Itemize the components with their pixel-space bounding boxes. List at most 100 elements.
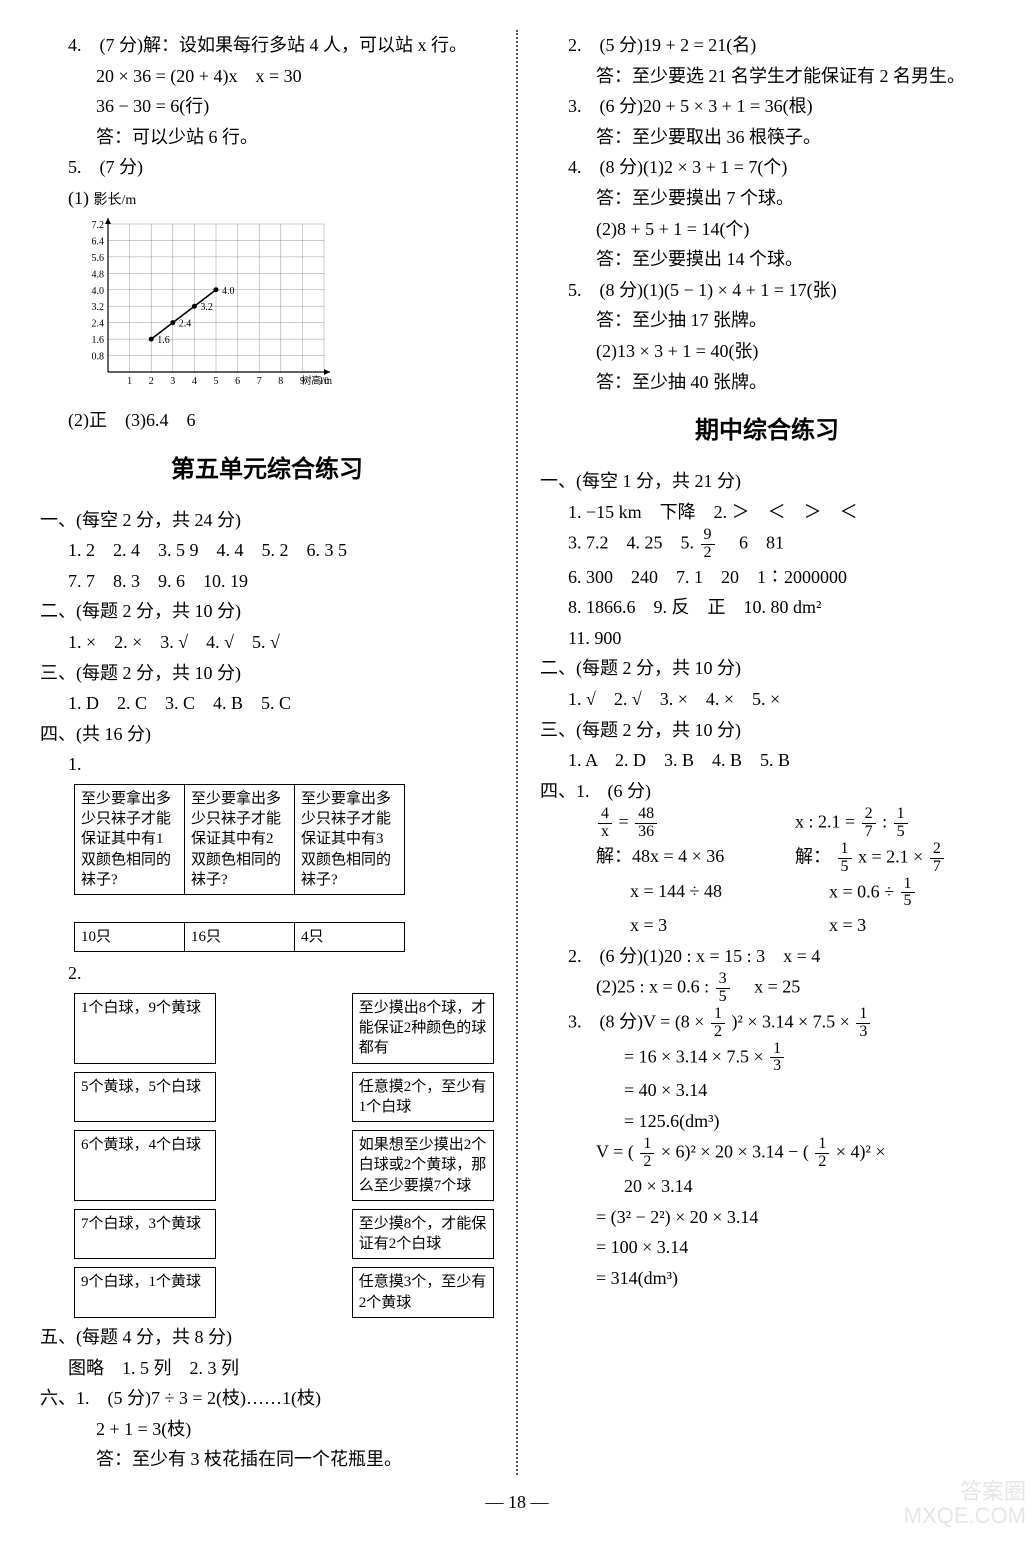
svg-text:2.4: 2.4 [92, 318, 105, 329]
line-chart: 0.81.62.43.24.04.85.66.47.212345678910树高… [74, 218, 494, 402]
m4-eq-row3: x = 144 ÷ 48 x = 0.6 ÷ 15 [540, 876, 994, 911]
m4-p3-l5: V = ( 12 × 6)² × 20 × 3.14 − ( 12 × 4)² … [540, 1136, 994, 1171]
svg-text:1.6: 1.6 [92, 335, 105, 346]
m4-p3-head: 3. (8 分)V = (8 × 12 )² × 3.14 × 7.5 × 13 [540, 1006, 994, 1041]
r-q3-head: 3. (6 分)20 + 5 × 3 + 1 = 36(根) [540, 91, 994, 122]
svg-text:1: 1 [127, 376, 132, 387]
svg-text:5: 5 [214, 376, 219, 387]
table-row [75, 1259, 494, 1268]
m4-eqB: x : 2.1 = 27 : 15 [795, 806, 994, 841]
fraction: 92 [701, 527, 715, 562]
m4-head: 四、1. (6 分) [540, 776, 994, 807]
sec4-q1: 1. [40, 749, 494, 780]
m4-sB3: x = 3 [795, 910, 994, 941]
table-row: 6个黄球，4个白球 如果想至少摸出2个白球或2个黄球，那么至少要摸7个球 [75, 1131, 494, 1201]
q2-L3: 6个黄球，4个白球 [75, 1131, 216, 1201]
m4-sB1: 解： 15 x = 2.1 × 27 [795, 841, 994, 876]
r-q4-l3: 答：至少要摸出 14 个球。 [540, 244, 994, 275]
sec1-l1: 1. 2 2. 4 3. 5 9 4. 4 5. 2 6. 3 5 [40, 535, 494, 566]
unit5-title: 第五单元综合练习 [40, 450, 494, 491]
sec1-l2: 7. 7 8. 3 9. 6 10. 19 [40, 566, 494, 597]
m4-p3-l8: = 100 × 3.14 [540, 1232, 994, 1263]
m4-p3-l4: = 125.6(dm³) [540, 1106, 994, 1137]
m1-head: 一、(每空 1 分，共 21 分) [540, 466, 994, 497]
fraction: 35 [716, 971, 730, 1006]
fraction: 27 [930, 841, 944, 876]
left-column: 4. (7 分)解：设如果每行多站 4 人，可以站 x 行。 20 × 36 =… [40, 30, 494, 1475]
fraction: 15 [894, 806, 908, 841]
chart-svg: 0.81.62.43.24.04.85.66.47.212345678910树高… [74, 218, 334, 392]
table-row [75, 1122, 494, 1131]
chart-ylabel: 影长/m [94, 193, 137, 208]
sec2-head: 二、(每题 2 分，共 10 分) [40, 596, 494, 627]
svg-text:3.2: 3.2 [200, 302, 213, 313]
q5-sub1: (1) 影长/m [40, 183, 494, 214]
q2-R4: 至少摸8个，才能保证有2个白球 [352, 1209, 493, 1259]
fraction: 13 [770, 1041, 784, 1076]
right-column: 2. (5 分)19 + 2 = 21(名) 答：至少要选 21 名学生才能保证… [540, 30, 994, 1475]
q2-L1: 1个白球，9个黄球 [75, 993, 216, 1063]
m1-l3-pre: 3. 7.2 4. 25 5. [568, 533, 699, 553]
m1-l3: 3. 7.2 4. 25 5. 92 6 81 [540, 527, 994, 562]
q2-R1: 至少摸出8个球，才能保证2种颜色的球都有 [352, 993, 493, 1063]
svg-text:1.6: 1.6 [157, 335, 170, 346]
q4-line2: 20 × 36 = (20 + 4)x x = 30 [40, 61, 494, 92]
sec2-l1: 1. × 2. × 3. √ 4. √ 5. √ [40, 627, 494, 658]
q2-matching-table: 1个白球，9个黄球至少摸出8个球，才能保证2种颜色的球都有 5个黄球，5个白球任… [74, 993, 494, 1318]
svg-text:4.0: 4.0 [92, 285, 105, 296]
m4-sA2: x = 144 ÷ 48 [596, 876, 795, 911]
two-column-layout: 4. (7 分)解：设如果每行多站 4 人，可以站 x 行。 20 × 36 =… [40, 30, 994, 1475]
fraction: 15 [838, 841, 852, 876]
q1-a1: 10只 [75, 923, 185, 952]
m1-l5: 8. 1866.6 9. 反 正 10. 80 dm² [540, 592, 994, 623]
svg-text:0.8: 0.8 [92, 351, 105, 362]
q2-L4: 7个白球，3个黄球 [75, 1209, 216, 1259]
m4-eqA: 4x = 4836 [596, 806, 795, 841]
table-row: 7个白球，3个黄球 至少摸8个，才能保证有2个白球 [75, 1209, 494, 1259]
q2-R3: 如果想至少摸出2个白球或2个黄球，那么至少要摸7个球 [352, 1131, 493, 1201]
q1-h1: 至少要拿出多少只袜子才能保证其中有1双颜色相同的袜子? [75, 784, 185, 894]
fraction: 4836 [635, 806, 657, 841]
svg-text:5.6: 5.6 [92, 252, 105, 263]
q1-matching-table: 至少要拿出多少只袜子才能保证其中有1双颜色相同的袜子? 至少要拿出多少只袜子才能… [74, 784, 405, 953]
midterm-title: 期中综合练习 [540, 411, 994, 452]
sec4-head: 四、(共 16 分) [40, 719, 494, 750]
r-q4-l1: 答：至少要摸出 7 个球。 [540, 183, 994, 214]
m4-sA3: x = 3 [596, 910, 795, 941]
q2-L2: 5个黄球，5个白球 [75, 1072, 216, 1122]
q5-sub1-label: (1) [68, 188, 89, 208]
table-row: 5个黄球，5个白球 任意摸2个，至少有1个白球 [75, 1072, 494, 1122]
m4-p3-l2: = 16 × 3.14 × 7.5 × 13 [540, 1041, 994, 1076]
m4-p3-l3: = 40 × 3.14 [540, 1075, 994, 1106]
q1-a3: 4只 [295, 923, 405, 952]
page-footer: — 18 — [40, 1487, 994, 1518]
fraction: 4x [598, 806, 612, 841]
sec5-l1: 图略 1. 5 列 2. 3 列 [40, 1353, 494, 1384]
table-row: 至少要拿出多少只袜子才能保证其中有1双颜色相同的袜子? 至少要拿出多少只袜子才能… [75, 784, 405, 894]
m4-p2-head: 2. (6 分)(1)20 : x = 15 : 3 x = 4 [540, 941, 994, 972]
fraction: 15 [901, 876, 915, 911]
svg-text:4.0: 4.0 [222, 285, 235, 296]
svg-text:2: 2 [149, 376, 154, 387]
table-row [75, 895, 405, 923]
m4-eq-row4: x = 3 x = 3 [540, 910, 994, 941]
sec1-head: 一、(每空 2 分，共 24 分) [40, 505, 494, 536]
m4-p3-l9: = 314(dm³) [540, 1263, 994, 1294]
q4-line1: 4. (7 分)解：设如果每行多站 4 人，可以站 x 行。 [40, 30, 494, 61]
q1-a2: 16只 [185, 923, 295, 952]
table-row [75, 1200, 494, 1209]
sec6-l2: 答：至少有 3 枝花插在同一个花瓶里。 [40, 1444, 494, 1475]
m3-l1: 1. A 2. D 3. B 4. B 5. B [540, 745, 994, 776]
q2-R2: 任意摸2个，至少有1个白球 [352, 1072, 493, 1122]
m4-p2-l2: (2)25 : x = 0.6 : 35 x = 25 [540, 971, 994, 1006]
r-q5-l3: 答：至少抽 40 张牌。 [540, 367, 994, 398]
r-q5-head: 5. (8 分)(1)(5 − 1) × 4 + 1 = 17(张) [540, 275, 994, 306]
q2-R5: 任意摸3个，至少有2个黄球 [352, 1268, 493, 1318]
fraction: 12 [815, 1136, 829, 1171]
table-row: 1个白球，9个黄球 至少摸出8个球，才能保证2种颜色的球都有 [75, 993, 494, 1063]
fraction: 27 [862, 806, 876, 841]
m2-head: 二、(每题 2 分，共 10 分) [540, 653, 994, 684]
m4-sA1: 解：48x = 4 × 36 [596, 841, 795, 876]
svg-text:3.2: 3.2 [92, 302, 105, 313]
sec5-head: 五、(每题 4 分，共 8 分) [40, 1322, 494, 1353]
